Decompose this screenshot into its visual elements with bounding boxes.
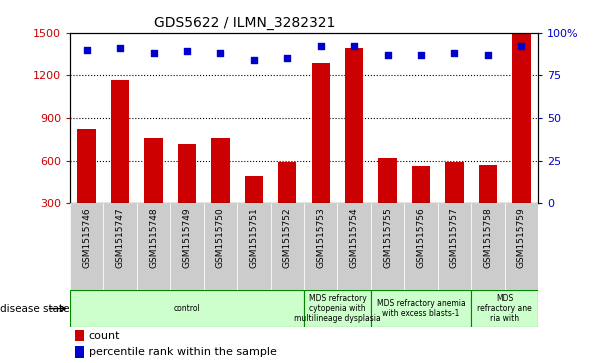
Bar [75, 330, 84, 341]
Text: count: count [89, 331, 120, 341]
Text: GSM1515754: GSM1515754 [350, 208, 359, 268]
Point [416, 52, 426, 58]
Text: GSM1515749: GSM1515749 [182, 208, 192, 268]
Bar [204, 203, 237, 290]
Text: GSM1515757: GSM1515757 [450, 208, 459, 268]
Bar [378, 158, 397, 246]
Text: MDS refractory anemia
with excess blasts-1: MDS refractory anemia with excess blasts… [377, 299, 465, 318]
Text: percentile rank within the sample: percentile rank within the sample [89, 347, 277, 357]
Text: GSM1515747: GSM1515747 [116, 208, 125, 268]
Text: GSM1515753: GSM1515753 [316, 208, 325, 268]
Bar [75, 346, 84, 358]
Bar [345, 48, 364, 246]
Bar [271, 203, 304, 290]
Bar [445, 162, 464, 246]
Point [383, 52, 393, 58]
Text: GDS5622 / ILMN_3282321: GDS5622 / ILMN_3282321 [154, 16, 336, 30]
Bar [478, 165, 497, 246]
Bar [137, 203, 170, 290]
Bar [304, 290, 371, 327]
Bar [237, 203, 271, 290]
Bar [170, 203, 204, 290]
Point [182, 49, 192, 54]
Bar [70, 290, 304, 327]
Bar [371, 203, 404, 290]
Point [517, 44, 527, 49]
Bar [412, 166, 430, 246]
Bar [311, 62, 330, 246]
Bar [77, 129, 96, 246]
Bar [337, 203, 371, 290]
Text: MDS refractory
cytopenia with
multilineage dysplasia: MDS refractory cytopenia with multilinea… [294, 294, 381, 323]
Bar [278, 162, 297, 246]
Point [449, 50, 460, 56]
Text: GSM1515755: GSM1515755 [383, 208, 392, 268]
Text: control: control [174, 304, 200, 313]
Bar [471, 203, 505, 290]
Text: MDS
refractory ane
ria with: MDS refractory ane ria with [477, 294, 532, 323]
Bar [371, 290, 471, 327]
Text: GSM1515750: GSM1515750 [216, 208, 225, 268]
Bar [144, 138, 163, 246]
Bar [505, 203, 538, 290]
Bar [70, 203, 103, 290]
Text: GSM1515758: GSM1515758 [483, 208, 492, 268]
Text: GSM1515748: GSM1515748 [149, 208, 158, 268]
Bar [304, 203, 337, 290]
Point [282, 55, 292, 61]
Point [349, 44, 359, 49]
Bar [244, 176, 263, 246]
Bar [404, 203, 438, 290]
Point [115, 45, 125, 51]
Point [215, 50, 225, 56]
Point [249, 57, 259, 63]
Text: GSM1515752: GSM1515752 [283, 208, 292, 268]
Bar [438, 203, 471, 290]
Text: GSM1515756: GSM1515756 [416, 208, 426, 268]
Bar [512, 34, 531, 246]
Point [81, 47, 91, 53]
Text: GSM1515751: GSM1515751 [249, 208, 258, 268]
Point [483, 52, 493, 58]
Point [316, 44, 326, 49]
Text: GSM1515746: GSM1515746 [82, 208, 91, 268]
Text: disease state: disease state [1, 303, 70, 314]
Bar [471, 290, 538, 327]
Bar [111, 79, 130, 246]
Point [148, 50, 158, 56]
Bar [178, 144, 196, 246]
Bar [103, 203, 137, 290]
Text: GSM1515759: GSM1515759 [517, 208, 526, 268]
Bar [211, 138, 230, 246]
